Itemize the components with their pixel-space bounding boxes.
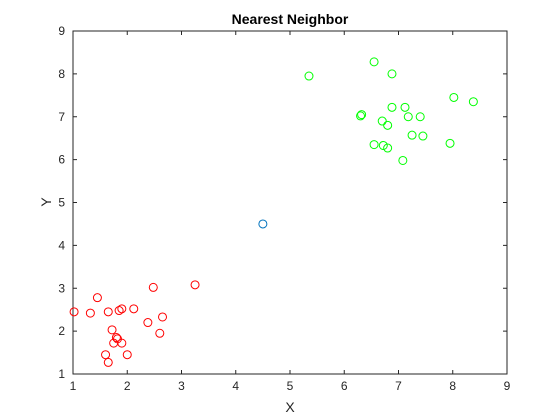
data-point — [387, 102, 397, 112]
y-tick-label: 1 — [58, 367, 65, 381]
y-tick-label: 3 — [58, 281, 65, 295]
data-point — [449, 92, 459, 102]
data-point — [190, 280, 200, 290]
data-point — [122, 350, 132, 360]
y-axis-label: Y — [38, 197, 54, 207]
data-point — [369, 140, 379, 150]
data-point — [69, 307, 79, 317]
x-tick-label: 9 — [504, 379, 511, 393]
data-point — [103, 357, 113, 367]
y-tick-label: 8 — [58, 67, 65, 81]
data-point — [468, 97, 478, 107]
x-tick-label: 6 — [341, 379, 348, 393]
data-point — [92, 293, 102, 303]
data-point — [129, 304, 139, 314]
data-point — [369, 57, 379, 67]
data-point — [114, 306, 124, 316]
y-tick-label: 2 — [58, 324, 65, 338]
data-point — [103, 307, 113, 317]
data-point — [387, 69, 397, 79]
data-point — [403, 112, 413, 122]
data-point — [398, 155, 408, 165]
data-point — [415, 112, 425, 122]
data-point — [143, 318, 153, 328]
x-tick-label: 7 — [395, 379, 402, 393]
data-point — [356, 111, 366, 121]
data-point — [407, 130, 417, 140]
data-point — [148, 282, 158, 292]
y-tick-label: 5 — [58, 196, 65, 210]
markers — [69, 57, 478, 367]
data-point — [85, 308, 95, 318]
x-tick-label: 3 — [178, 379, 185, 393]
y-tick-label: 6 — [58, 153, 65, 167]
data-point — [117, 338, 127, 348]
ticks — [72, 30, 508, 375]
x-tick-label: 5 — [287, 379, 294, 393]
data-point — [400, 102, 410, 112]
data-point — [117, 304, 127, 314]
data-point — [383, 143, 393, 153]
data-point — [107, 325, 117, 335]
tick-labels: 1 2 3 4 5 6 7 8 9 1 2 3 4 5 6 7 8 9 — [58, 24, 510, 393]
axes-box — [72, 30, 508, 375]
x-tick-label: 1 — [70, 379, 77, 393]
chart-title: Nearest Neighbor — [232, 11, 349, 27]
x-tick-label: 4 — [232, 379, 239, 393]
series-0 — [69, 280, 200, 367]
y-tick-label: 7 — [58, 110, 65, 124]
data-point — [445, 138, 455, 148]
data-point — [378, 140, 388, 150]
data-point — [418, 131, 428, 141]
data-point — [304, 71, 314, 81]
data-point — [111, 333, 121, 343]
data-point — [158, 312, 168, 322]
data-point — [383, 120, 393, 130]
data-point — [258, 219, 268, 229]
series-1 — [304, 57, 478, 165]
y-tick-label: 4 — [58, 238, 65, 252]
data-point — [377, 116, 387, 126]
data-point — [101, 350, 111, 360]
data-point — [155, 328, 165, 338]
data-point — [357, 110, 367, 120]
series-2 — [258, 219, 268, 229]
y-tick-label: 9 — [58, 24, 65, 38]
x-tick-label: 8 — [449, 379, 456, 393]
x-tick-label: 2 — [124, 379, 131, 393]
x-axis-label: X — [285, 399, 295, 415]
